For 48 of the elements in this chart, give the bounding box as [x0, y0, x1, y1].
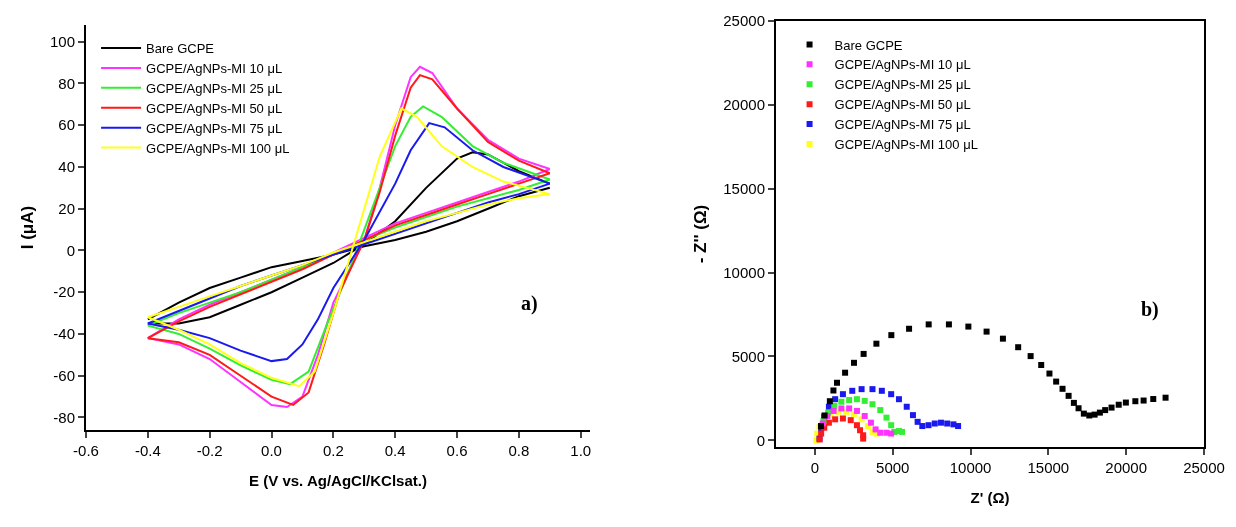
y-tick-label: 0	[66, 241, 75, 259]
x-tick-label: 0	[810, 459, 820, 476]
y-tick-label: 5000	[731, 347, 765, 365]
x-tick-label: 15000	[1027, 459, 1070, 476]
y-tick-label: 20000	[723, 96, 765, 114]
y-tick-label: 80	[58, 74, 75, 92]
x-tick-label: 10000	[949, 459, 992, 476]
x-tick-label: 0.0	[261, 442, 282, 459]
legend-label: Bare GCPE	[146, 41, 215, 57]
legend-label: GCPE/AgNPs-MI 75 μL	[834, 117, 971, 133]
y-tick-label: -20	[53, 283, 75, 301]
y-tick-label: -80	[53, 408, 75, 426]
legend-label: Bare GCPE	[834, 37, 903, 53]
legend-label: GCPE/AgNPs-MI 25 μL	[834, 77, 971, 93]
legend-label: GCPE/AgNPs-MI 10 μL	[834, 57, 971, 73]
y-tick-label: -40	[53, 325, 75, 343]
annotation: a)	[521, 292, 538, 315]
y-tick-label: 25000	[723, 12, 765, 30]
x-tick-label: 0.6	[446, 442, 468, 459]
x-tick-label: 0.8	[508, 442, 530, 459]
x-axis-title: E (V vs. Ag/AgCl/KClsat.)	[249, 472, 427, 489]
legend-label: GCPE/AgNPs-MI 50 μL	[146, 100, 283, 116]
x-tick-label: 20000	[1105, 459, 1148, 476]
x-tick-label: -0.2	[196, 442, 223, 459]
y-tick-label: -60	[53, 366, 75, 384]
x-tick-label: 0.2	[322, 442, 344, 459]
legend-label: GCPE/AgNPs-MI 75 μL	[146, 120, 283, 136]
y-tick-label: 20	[58, 199, 75, 217]
legend-label: GCPE/AgNPs-MI 25 μL	[146, 80, 283, 96]
y-tick-label: 100	[49, 32, 75, 50]
legend-label: GCPE/AgNPs-MI 100 μL	[146, 140, 290, 156]
legend-label: GCPE/AgNPs-MI 100 μL	[834, 137, 978, 153]
y-tick-label: 15000	[723, 179, 765, 197]
y-tick-label: 60	[58, 116, 75, 134]
x-tick-label: -0.4	[134, 442, 161, 459]
x-tick-label: 1.0	[570, 442, 592, 459]
y-axis-title: I (μA)	[18, 205, 38, 250]
x-tick-label: 0.4	[384, 442, 406, 459]
y-tick-label: 40	[58, 158, 75, 176]
x-tick-label: -0.6	[73, 442, 99, 459]
legend-label: GCPE/AgNPs-MI 50 μL	[834, 97, 971, 113]
x-tick-label: 25000	[1183, 459, 1225, 476]
y-tick-label: 10000	[723, 263, 765, 281]
legend-label: GCPE/AgNPs-MI 10 μL	[146, 61, 283, 77]
x-tick-label: 5000	[876, 459, 910, 476]
y-axis-title: - Z'' (Ω)	[691, 204, 711, 264]
annotation: b)	[1141, 298, 1159, 321]
x-axis-title: Z' (Ω)	[970, 489, 1010, 506]
